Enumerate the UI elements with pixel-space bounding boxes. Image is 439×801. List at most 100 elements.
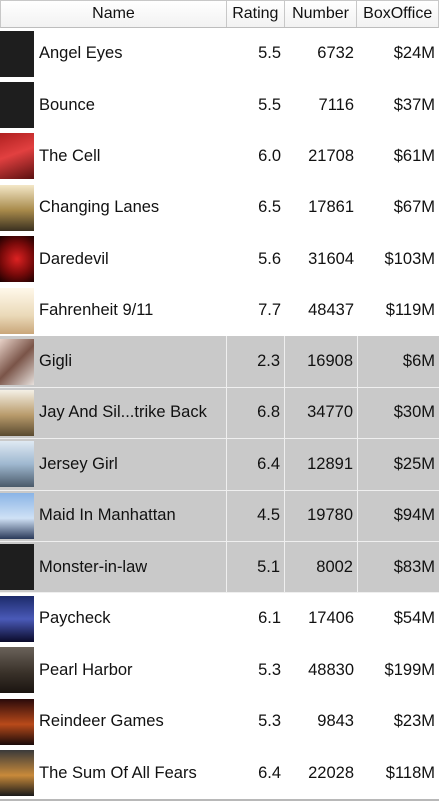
boxoffice-cell: $23M [393, 712, 435, 731]
boxoffice-cell: $24M [393, 44, 435, 63]
table-row-selected[interactable]: Monster-in-law 5.1 8002 $83M [0, 541, 439, 594]
boxoffice-cell: $37M [393, 95, 435, 114]
name-cell: The Cell [0, 131, 227, 182]
name-cell: Paycheck [0, 593, 227, 644]
poster-thumbnail [0, 30, 34, 77]
table-row[interactable]: Fahrenheit 9/11 7.7 48437 $119M [0, 285, 439, 336]
name-cell: Bounce [0, 79, 227, 130]
table-row-selected[interactable]: Jay And Sil...trike Back 6.8 34770 $30M [0, 387, 439, 440]
poster-thumbnail [0, 338, 34, 385]
poster-thumbnail [0, 389, 34, 436]
number-cell: 16908 [285, 336, 358, 388]
poster-thumbnail [0, 492, 34, 539]
movie-name: Monster-in-law [39, 557, 148, 576]
poster-thumbnail [0, 287, 34, 334]
boxoffice-cell: $199M [384, 660, 435, 679]
movie-name: Angel Eyes [39, 44, 123, 63]
rating-cell: 5.1 [227, 541, 285, 594]
table-row[interactable]: Reindeer Games 5.3 9843 $23M [0, 696, 439, 747]
movie-name: Reindeer Games [39, 712, 164, 731]
boxoffice-cell: $118M [385, 763, 435, 782]
rating-cell: 6.4 [258, 763, 281, 782]
movie-name: Pearl Harbor [39, 660, 133, 679]
rating-cell: 6.1 [258, 609, 281, 628]
boxoffice-cell: $30M [358, 388, 439, 440]
boxoffice-cell: $83M [358, 542, 439, 594]
table-row[interactable]: Bounce 5.5 7116 $37M [0, 79, 439, 130]
poster-thumbnail [0, 595, 34, 642]
poster-thumbnail [0, 236, 34, 283]
name-cell: Angel Eyes [0, 28, 227, 79]
movie-name: Changing Lanes [39, 198, 160, 217]
boxoffice-cell: $25M [358, 439, 439, 491]
poster-thumbnail [0, 82, 34, 129]
boxoffice-cell: $119M [385, 301, 435, 320]
number-cell: 22028 [308, 763, 354, 782]
number-cell: 48830 [308, 660, 354, 679]
poster-thumbnail [0, 698, 34, 745]
rating-cell: 4.5 [227, 490, 285, 542]
movie-name: Maid In Manhattan [39, 506, 176, 525]
name-cell: Maid In Manhattan [0, 490, 227, 542]
poster-thumbnail [0, 647, 34, 694]
name-cell: The Sum Of All Fears [0, 747, 227, 798]
number-cell: 21708 [308, 146, 354, 165]
movie-name: The Sum Of All Fears [39, 763, 197, 782]
movie-name: Paycheck [39, 609, 111, 628]
name-cell: Monster-in-law [0, 541, 227, 594]
table-row-selected[interactable]: Maid In Manhattan 4.5 19780 $94M [0, 490, 439, 542]
boxoffice-cell: $61M [393, 146, 435, 165]
rating-cell: 6.4 [227, 439, 285, 491]
rating-cell: 6.0 [258, 146, 281, 165]
rating-cell: 6.5 [258, 198, 281, 217]
table-row[interactable]: Angel Eyes 5.5 6732 $24M [0, 28, 439, 79]
number-cell: 48437 [308, 301, 354, 320]
rating-cell: 5.5 [258, 95, 281, 114]
table-row-selected[interactable]: Gigli 2.3 16908 $6M [0, 336, 439, 388]
boxoffice-cell: $103M [384, 249, 435, 268]
table-row[interactable]: Daredevil 5.6 31604 $103M [0, 234, 439, 285]
number-cell: 6732 [317, 44, 354, 63]
table-row[interactable]: The Cell 6.0 21708 $61M [0, 131, 439, 182]
number-cell: 17406 [308, 609, 354, 628]
boxoffice-cell: $6M [358, 336, 439, 388]
number-cell: 17861 [308, 198, 354, 217]
movie-name: Bounce [39, 95, 95, 114]
column-header-name[interactable]: Name [1, 1, 227, 27]
name-cell: Jay And Sil...trike Back [0, 387, 227, 440]
boxoffice-cell: $67M [393, 198, 435, 217]
table-row-selected[interactable]: Jersey Girl 6.4 12891 $25M [0, 439, 439, 491]
table-row[interactable]: Paycheck 6.1 17406 $54M [0, 593, 439, 644]
movie-name: Jersey Girl [39, 454, 118, 473]
movie-name: Daredevil [39, 249, 109, 268]
table-header: Name Rating Number BoxOffice [0, 0, 439, 28]
name-cell: Fahrenheit 9/11 [0, 285, 227, 336]
table-row[interactable]: The Sum Of All Fears 6.4 22028 $118M [0, 747, 439, 798]
table-row[interactable]: Pearl Harbor 5.3 48830 $199M [0, 645, 439, 696]
number-cell: 31604 [308, 249, 354, 268]
movie-name: Gigli [39, 352, 73, 371]
number-cell: 8002 [285, 541, 358, 594]
rating-cell: 5.3 [258, 712, 281, 731]
name-cell: Changing Lanes [0, 182, 227, 233]
name-cell: Gigli [0, 336, 227, 388]
boxoffice-cell: $54M [393, 609, 435, 628]
rating-cell: 7.7 [258, 301, 281, 320]
poster-thumbnail [0, 133, 34, 180]
table-row[interactable]: Changing Lanes 6.5 17861 $67M [0, 182, 439, 233]
column-header-rating[interactable]: Rating [227, 1, 285, 27]
poster-thumbnail [0, 441, 34, 488]
number-cell: 9843 [317, 712, 354, 731]
rating-cell: 5.6 [258, 249, 281, 268]
column-header-boxoffice[interactable]: BoxOffice [363, 5, 433, 22]
movie-name: Fahrenheit 9/11 [39, 301, 154, 320]
rating-cell: 6.8 [227, 387, 285, 440]
poster-thumbnail [0, 544, 34, 591]
number-cell: 19780 [285, 490, 358, 542]
column-header-number[interactable]: Number [285, 1, 358, 27]
rating-cell: 2.3 [227, 336, 285, 388]
poster-thumbnail [0, 750, 34, 797]
movie-name: Jay And Sil...trike Back [39, 403, 207, 422]
movie-name: The Cell [39, 146, 101, 165]
